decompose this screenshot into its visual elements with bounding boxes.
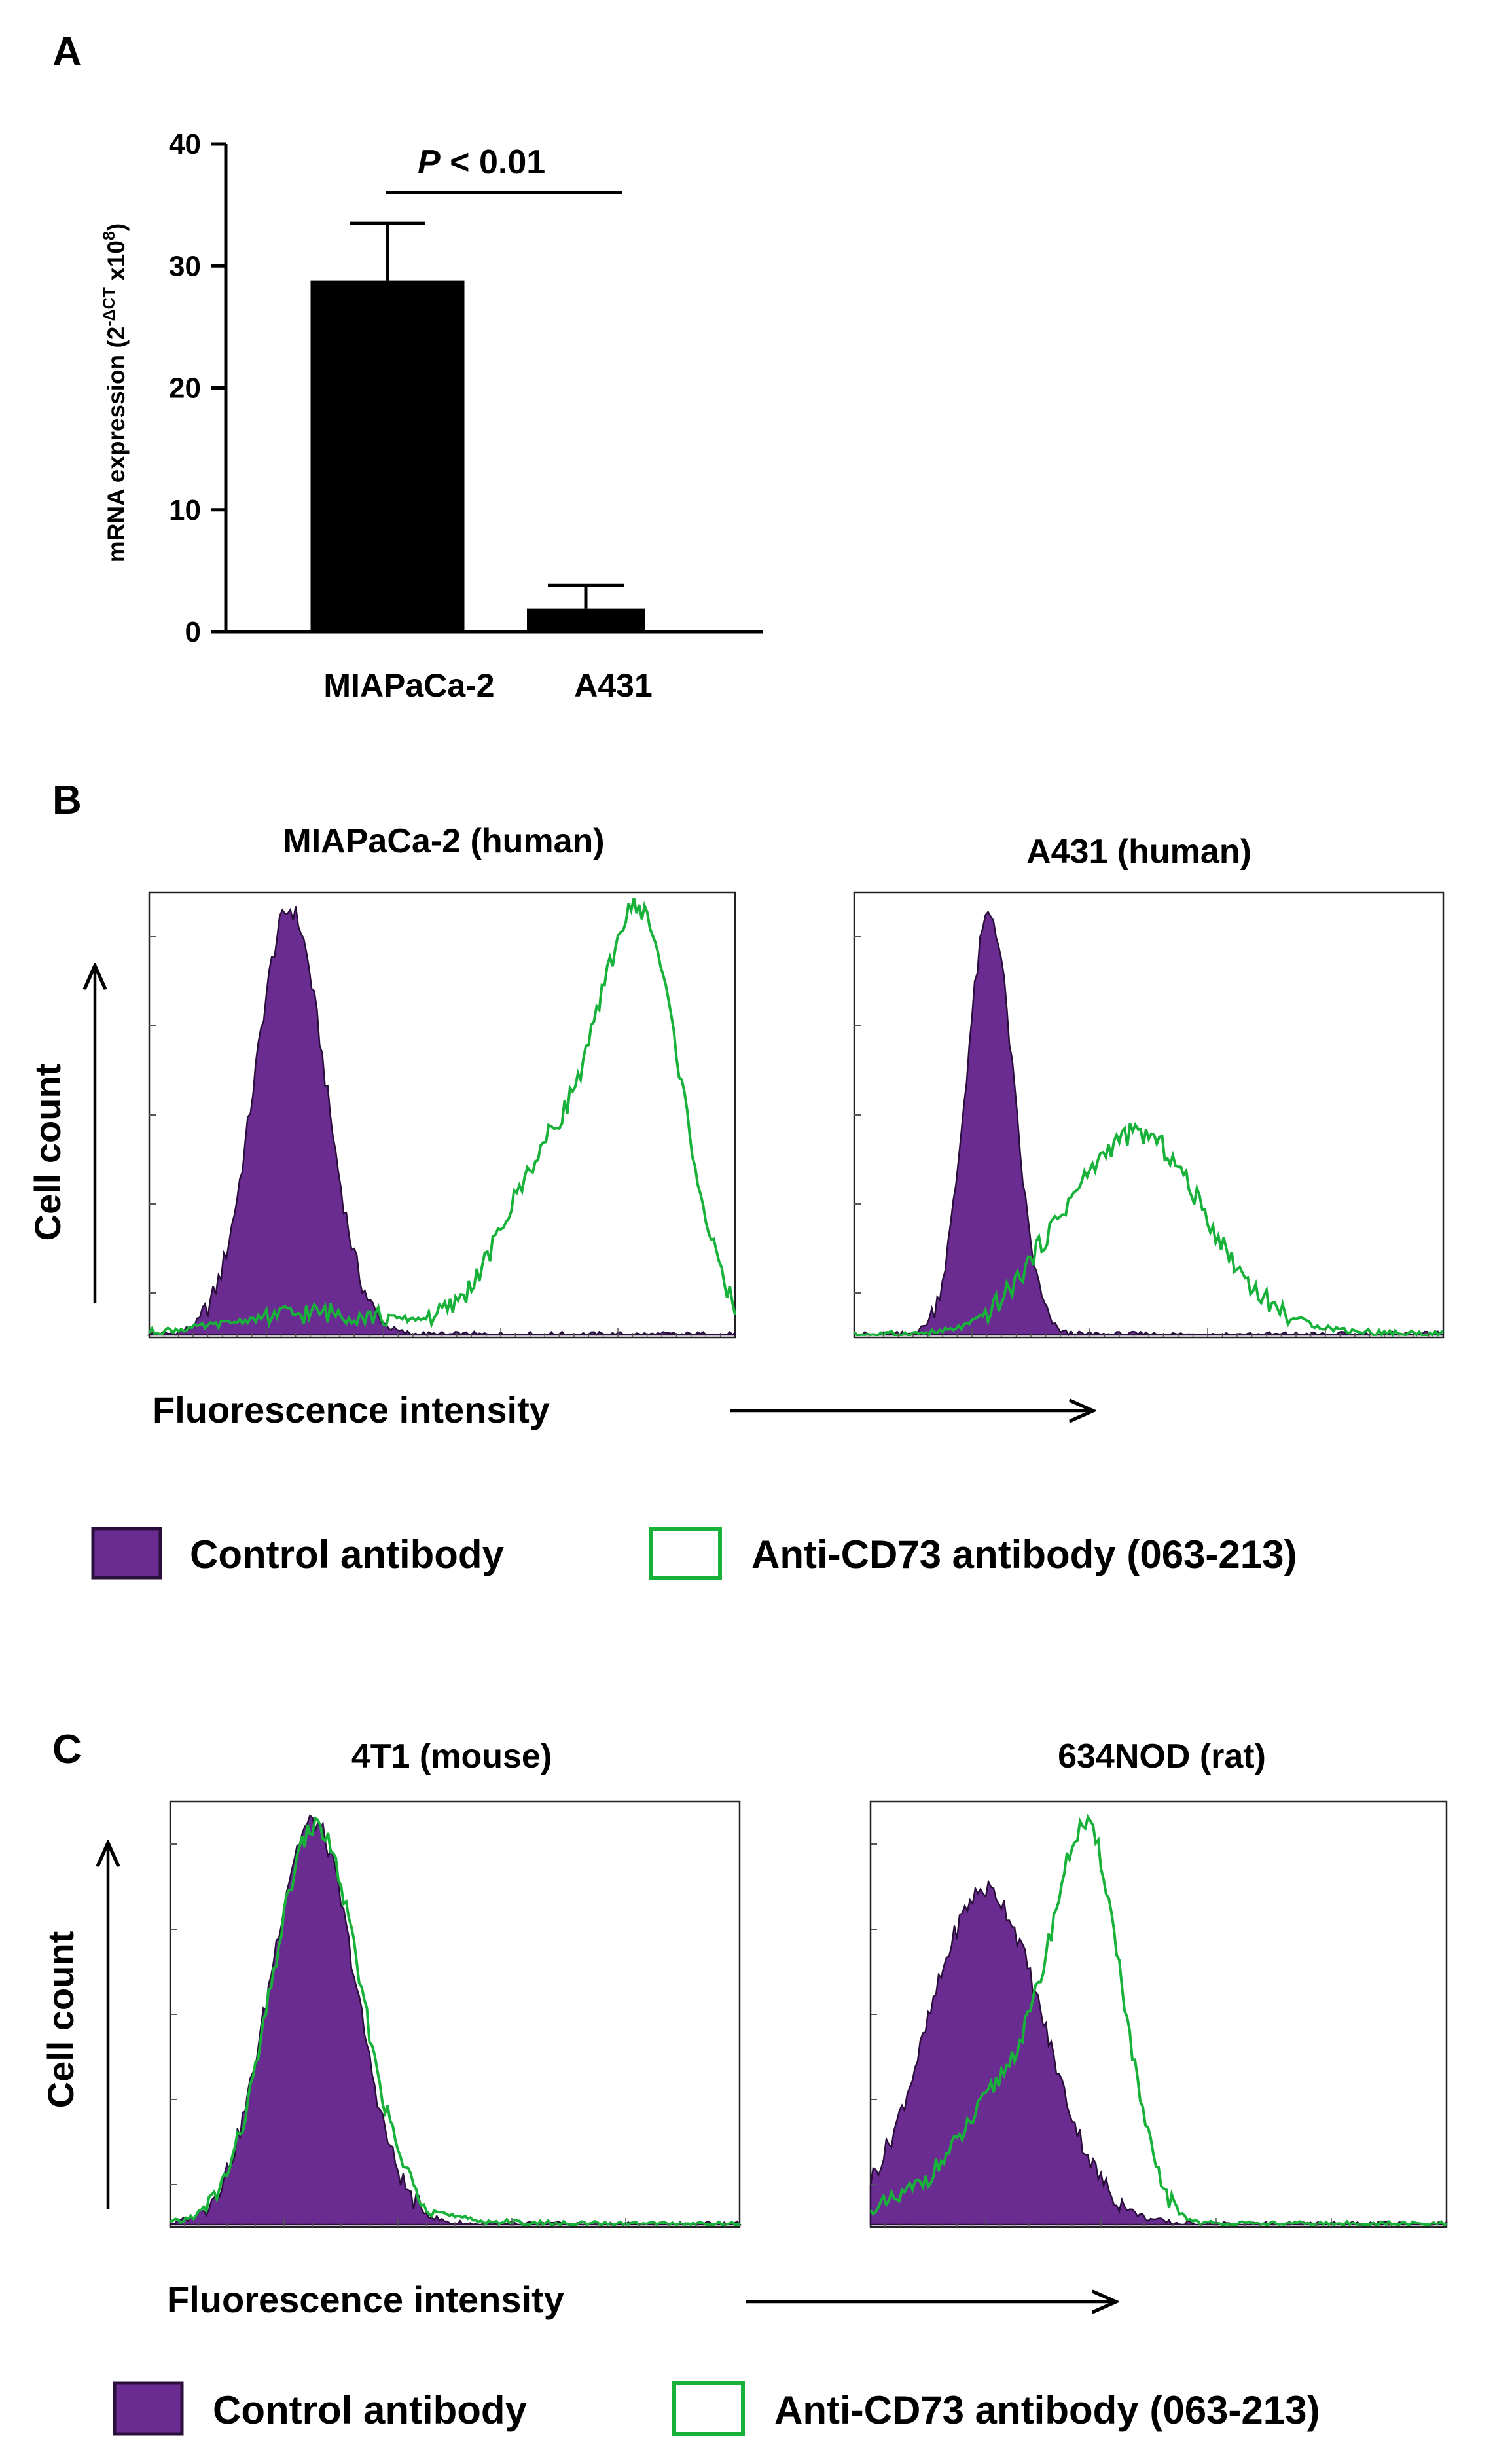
y-tick-label: 20 bbox=[169, 372, 201, 405]
x-axis-title-b: Fluorescence intensity bbox=[153, 1389, 550, 1430]
legend-swatch-control bbox=[91, 1527, 162, 1580]
y-axis-title-b: Cell count bbox=[27, 1064, 68, 1241]
histogram-title-4t1: 4T1 (mouse) bbox=[351, 1737, 552, 1775]
category-label-miapaca: MIAPaCa-2 bbox=[323, 667, 494, 704]
y-axis-title-a: mRNA expression (2-ΔCT x108) bbox=[100, 223, 130, 562]
histogram-title-634nod: 634NOD (rat) bbox=[1058, 1737, 1266, 1775]
x-axis-title-c: Fluorescence intensity bbox=[167, 2279, 564, 2320]
panel-label-a: A bbox=[52, 29, 82, 75]
legend-label-control: Control antibody bbox=[190, 1533, 505, 1576]
anti-cd73-histogram bbox=[869, 1813, 1447, 2226]
legend-swatch-control-c bbox=[113, 2381, 184, 2436]
panel-label-c: C bbox=[52, 1727, 82, 1772]
bar-miapaca-2 bbox=[310, 280, 465, 632]
significance-label: P < 0.01 bbox=[418, 143, 545, 181]
y-axis-title-c: Cell count bbox=[40, 1931, 81, 2109]
y-tick-label: 10 bbox=[169, 494, 201, 526]
y-tick-label: 40 bbox=[169, 128, 201, 160]
control-histogram bbox=[146, 906, 736, 1336]
histogram-frame-a431 bbox=[853, 891, 1445, 1339]
histogram-title-miapaca: MIAPaCa-2 (human) bbox=[283, 822, 604, 860]
bar-a431 bbox=[527, 608, 645, 632]
y-tick-label: 0 bbox=[185, 616, 201, 648]
panel-b: B MIAPaCa-2 (human) A431 (human) Cell co… bbox=[27, 778, 1445, 1580]
category-label-a431: A431 bbox=[574, 667, 653, 704]
histogram-title-a431: A431 (human) bbox=[1026, 833, 1251, 871]
legend-label-anti-c: Anti-CD73 antibody (063-213) bbox=[774, 2388, 1320, 2432]
anti-cd73-histogram bbox=[170, 1816, 740, 2226]
legend-swatch-anti bbox=[649, 1527, 722, 1580]
anti-cd73-histogram bbox=[853, 1121, 1445, 1337]
panel-a: A P < 0.01 0 10 20 30 40 mRNA expression (2-… bbox=[52, 29, 763, 704]
legend-swatch-anti-c bbox=[672, 2381, 745, 2436]
panel-label-b: B bbox=[52, 778, 82, 823]
y-tick-label: 30 bbox=[169, 250, 201, 282]
anti-cd73-histogram bbox=[148, 897, 736, 1336]
panel-c: C 4T1 (mouse) 634NOD (rat) Cell count Fl… bbox=[40, 1727, 1448, 2436]
legend-label-control-c: Control antibody bbox=[213, 2388, 528, 2432]
legend-label-anti: Anti-CD73 antibody (063-213) bbox=[751, 1533, 1297, 1576]
